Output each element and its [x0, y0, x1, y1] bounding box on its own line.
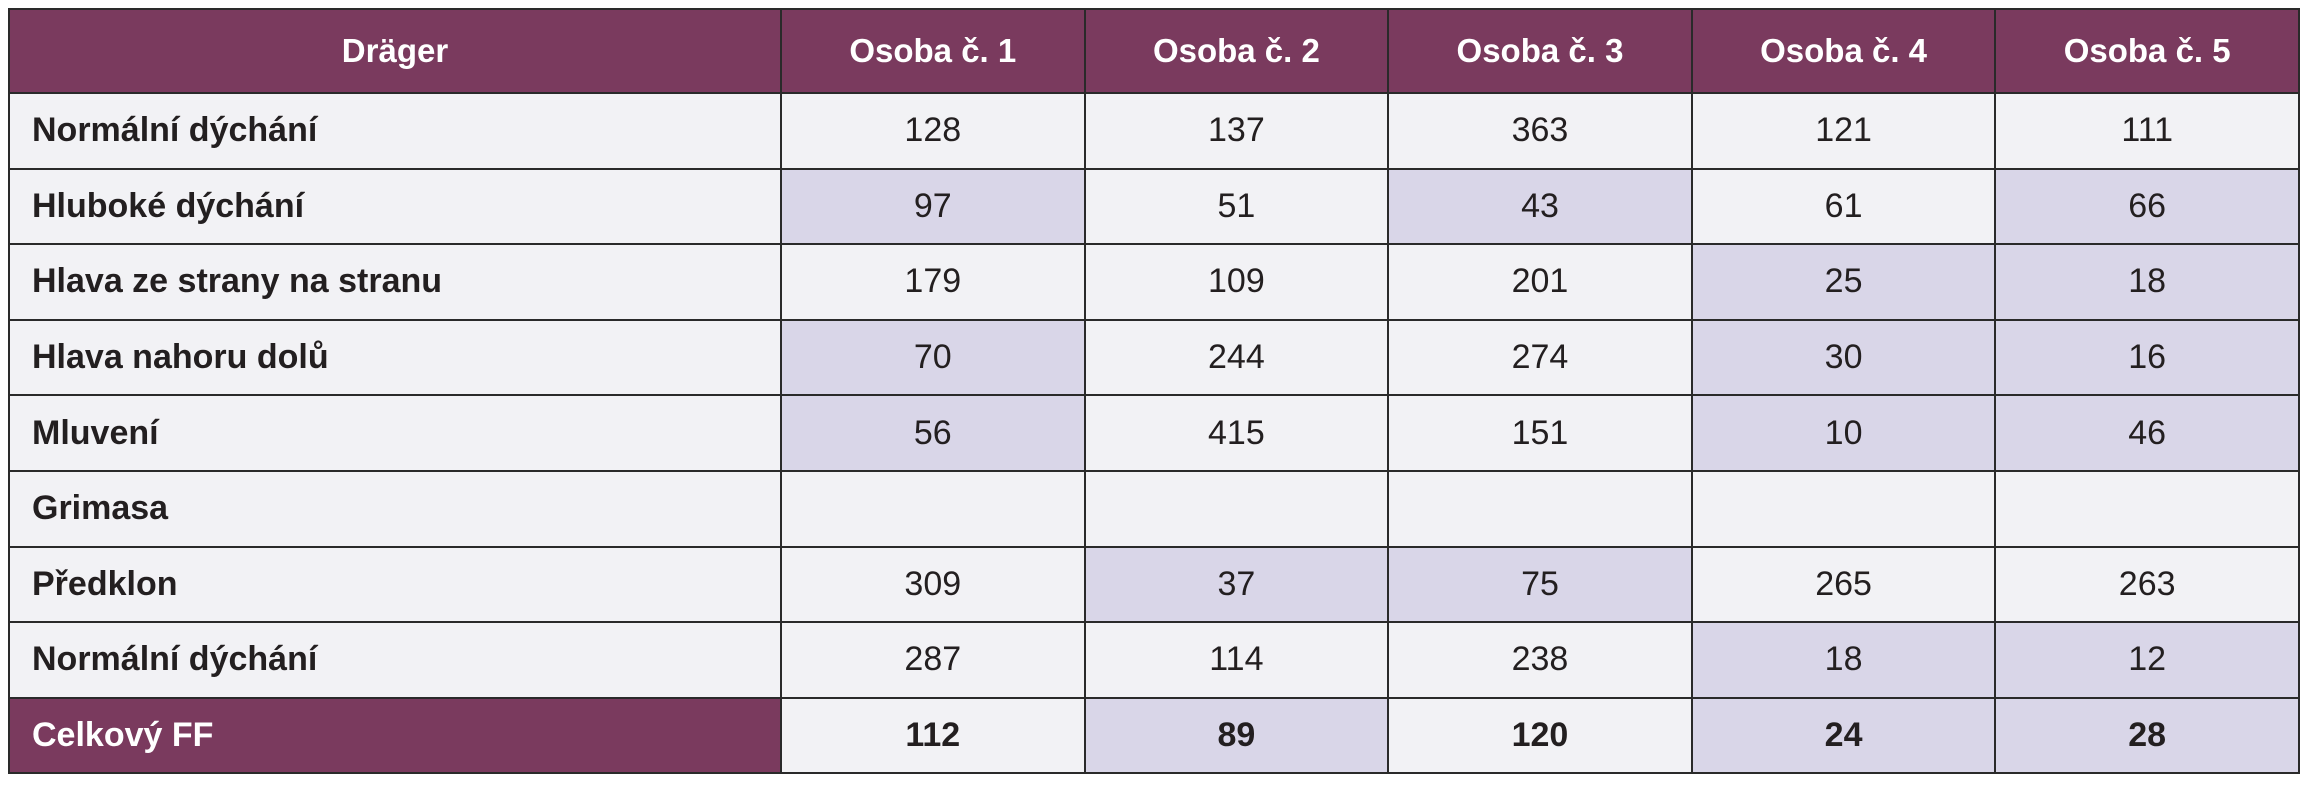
table-row: Hlava nahoru dolů 70 244 274 30 16: [8, 318, 2300, 397]
table-cell: 363: [1387, 92, 1693, 170]
header-person-3: Osoba č. 3: [1387, 8, 1693, 94]
total-row: Celkový FF 112 89 120 24 28: [8, 696, 2300, 775]
table-cell: 46: [1994, 394, 2300, 472]
header-person-2: Osoba č. 2: [1083, 8, 1390, 94]
table-cell: 309: [780, 545, 1086, 624]
table-cell: 70: [780, 318, 1086, 397]
table-cell: 274: [1387, 318, 1693, 397]
row-label: Hlava nahoru dolů: [8, 318, 782, 397]
table-row: Grimasa: [8, 469, 2300, 548]
respirator-fit-factor-table: Dräger Osoba č. 1 Osoba č. 2 Osoba č. 3 …: [8, 8, 2300, 775]
table-row: Hlava ze strany na stranu 179 109 201 25…: [8, 243, 2300, 321]
table-cell: 97: [780, 167, 1086, 246]
table-cell: 179: [780, 243, 1086, 321]
table-cell: 75: [1387, 545, 1693, 624]
table-cell: 12: [1994, 621, 2300, 699]
table-row: Mluvení 56 415 151 10 46: [8, 394, 2300, 472]
table-cell: 114: [1083, 621, 1390, 699]
header-person-5: Osoba č. 5: [1994, 8, 2300, 94]
table-cell: 56: [780, 394, 1086, 472]
row-label: Normální dýchání: [8, 92, 782, 170]
table-cell: 128: [780, 92, 1086, 170]
total-cell: 89: [1083, 696, 1390, 775]
header-person-4: Osoba č. 4: [1690, 8, 1997, 94]
table-cell: 66: [1994, 167, 2300, 246]
header-device: Dräger: [8, 8, 782, 94]
table-cell: 265: [1690, 545, 1997, 624]
table-cell: 51: [1083, 167, 1390, 246]
header-row: Dräger Osoba č. 1 Osoba č. 2 Osoba č. 3 …: [8, 8, 2300, 94]
table-cell: [780, 469, 1086, 548]
table-cell: 30: [1690, 318, 1997, 397]
table-cell: [1387, 469, 1693, 548]
table-cell: 16: [1994, 318, 2300, 397]
table-cell: 61: [1690, 167, 1997, 246]
row-label: Normální dýchání: [8, 621, 782, 699]
total-cell: 28: [1994, 696, 2300, 775]
table-cell: 109: [1083, 243, 1390, 321]
table-cell: 287: [780, 621, 1086, 699]
table-cell: 121: [1690, 92, 1997, 170]
table-cell: 263: [1994, 545, 2300, 624]
table-cell: [1690, 469, 1997, 548]
table-cell: 18: [1690, 621, 1997, 699]
row-label: Hluboké dýchání: [8, 167, 782, 246]
total-cell: 120: [1387, 696, 1693, 775]
table-row: Předklon 309 37 75 265 263: [8, 545, 2300, 624]
table-cell: 151: [1387, 394, 1693, 472]
table-row: Normální dýchání 128 137 363 121 111: [8, 92, 2300, 170]
table-cell: 111: [1994, 92, 2300, 170]
table-row: Normální dýchání 287 114 238 18 12: [8, 621, 2300, 699]
table-cell: 43: [1387, 167, 1693, 246]
row-label: Předklon: [8, 545, 782, 624]
table-cell: 10: [1690, 394, 1997, 472]
table-cell: 238: [1387, 621, 1693, 699]
total-cell: 24: [1690, 696, 1997, 775]
table-cell: [1083, 469, 1390, 548]
table-cell: 25: [1690, 243, 1997, 321]
row-label: Mluvení: [8, 394, 782, 472]
header-person-1: Osoba č. 1: [780, 8, 1086, 94]
row-label: Grimasa: [8, 469, 782, 548]
table-cell: 137: [1083, 92, 1390, 170]
total-label: Celkový FF: [8, 696, 782, 775]
table-cell: 18: [1994, 243, 2300, 321]
results-table-container: Dräger Osoba č. 1 Osoba č. 2 Osoba č. 3 …: [8, 8, 2300, 775]
table-cell: [1994, 469, 2300, 548]
total-cell: 112: [780, 696, 1086, 775]
table-cell: 415: [1083, 394, 1390, 472]
row-label: Hlava ze strany na stranu: [8, 243, 782, 321]
table-cell: 201: [1387, 243, 1693, 321]
table-row: Hluboké dýchání 97 51 43 61 66: [8, 167, 2300, 246]
table-cell: 244: [1083, 318, 1390, 397]
table-cell: 37: [1083, 545, 1390, 624]
